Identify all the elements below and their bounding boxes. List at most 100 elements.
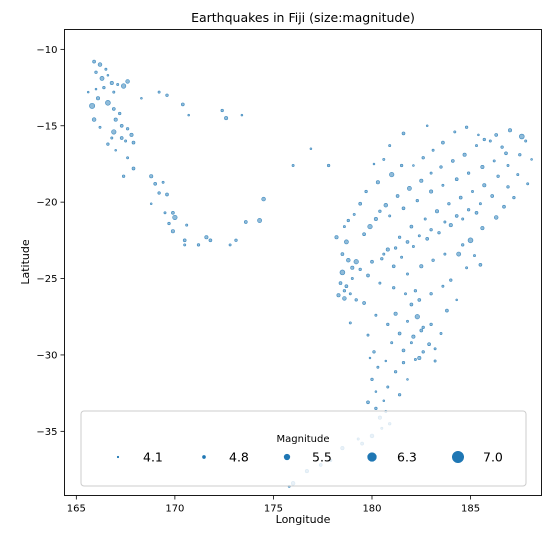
x-tick-label: 180	[362, 504, 381, 515]
data-point	[395, 194, 400, 198]
data-point	[121, 83, 127, 89]
data-point	[388, 144, 392, 148]
data-point	[393, 370, 398, 374]
data-point	[477, 133, 480, 137]
data-point	[157, 191, 161, 195]
data-point	[425, 236, 430, 241]
data-point	[102, 85, 106, 90]
data-point	[183, 243, 187, 247]
data-point	[443, 252, 447, 256]
legend-label: 4.8	[229, 450, 249, 465]
y-tick-label: −25	[36, 274, 57, 285]
data-point	[378, 281, 382, 285]
data-point	[429, 292, 433, 296]
chart-title: Earthquakes in Fiji (size:magnitude)	[191, 10, 415, 25]
data-point	[105, 100, 111, 106]
data-point	[421, 350, 425, 354]
data-point	[338, 281, 343, 285]
data-point	[383, 203, 388, 208]
legend-label: 7.0	[483, 450, 503, 465]
legend-label: 6.3	[397, 450, 417, 465]
data-point	[157, 90, 161, 94]
data-point	[478, 202, 482, 206]
data-point	[358, 267, 362, 272]
data-point	[407, 186, 412, 191]
data-point	[524, 139, 528, 143]
data-point	[391, 264, 396, 269]
data-point	[125, 127, 130, 131]
data-point	[406, 272, 409, 276]
data-point	[526, 182, 530, 186]
data-point	[163, 211, 167, 215]
data-point	[478, 262, 483, 267]
data-point	[475, 144, 478, 148]
data-point	[340, 252, 345, 256]
legend-marker	[451, 450, 464, 463]
data-point	[386, 385, 390, 389]
data-point	[397, 235, 402, 239]
x-tick-label: 165	[67, 504, 86, 515]
data-point	[370, 259, 374, 264]
data-point	[406, 378, 409, 381]
data-point	[411, 245, 415, 248]
data-point	[382, 252, 386, 256]
data-point	[240, 113, 244, 117]
data-point	[346, 258, 351, 263]
data-point	[455, 298, 458, 302]
data-point	[94, 70, 98, 74]
data-point	[429, 228, 433, 232]
data-point	[375, 180, 380, 185]
data-point	[116, 83, 120, 86]
data-point	[344, 239, 349, 245]
data-point	[409, 302, 414, 307]
data-point	[124, 139, 128, 143]
data-point	[400, 255, 404, 259]
data-point	[350, 277, 354, 280]
data-point	[167, 221, 171, 226]
legend-marker	[367, 452, 377, 462]
data-point	[450, 159, 455, 163]
data-point	[496, 174, 500, 178]
data-point	[161, 180, 165, 184]
data-point	[466, 171, 471, 175]
data-point	[182, 238, 187, 243]
data-point	[140, 97, 143, 100]
data-point	[516, 173, 520, 177]
data-point	[423, 217, 427, 221]
data-point	[257, 218, 262, 223]
data-point	[112, 90, 116, 94]
data-point	[334, 235, 339, 240]
data-point	[433, 359, 437, 363]
data-point	[417, 298, 422, 302]
x-tick-label: 185	[461, 504, 480, 515]
data-point	[421, 325, 425, 330]
data-point	[490, 194, 495, 198]
data-point	[119, 136, 124, 140]
data-point	[507, 128, 513, 133]
data-point	[461, 243, 465, 247]
data-point	[386, 322, 390, 327]
data-point	[471, 190, 474, 193]
data-point	[165, 192, 169, 197]
data-point	[393, 311, 398, 316]
data-point	[473, 254, 476, 258]
data-point	[224, 116, 229, 121]
plot-frame	[64, 29, 542, 496]
legend-label: 4.1	[143, 450, 163, 465]
data-point	[393, 246, 398, 250]
data-point	[180, 102, 185, 107]
data-point	[342, 225, 346, 229]
data-point	[374, 390, 378, 393]
data-point	[492, 159, 496, 163]
data-point	[114, 148, 117, 152]
data-point	[456, 251, 462, 257]
data-point	[353, 259, 359, 265]
data-point	[519, 133, 525, 140]
data-point	[441, 284, 445, 288]
data-point	[368, 356, 372, 360]
data-point	[480, 164, 485, 170]
data-point	[494, 133, 499, 137]
data-point	[380, 257, 384, 261]
data-point	[364, 189, 368, 194]
data-point	[171, 210, 175, 215]
